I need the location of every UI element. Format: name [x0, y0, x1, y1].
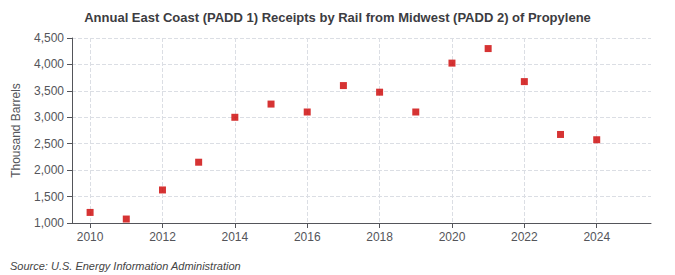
svg-text:3,000: 3,000 — [34, 110, 64, 124]
svg-text:2012: 2012 — [149, 230, 176, 244]
svg-text:3,500: 3,500 — [34, 84, 64, 98]
svg-text:Annual East Coast (PADD 1) Rec: Annual East Coast (PADD 1) Receipts by R… — [84, 10, 591, 25]
svg-text:1,000: 1,000 — [34, 216, 64, 230]
svg-text:2020: 2020 — [439, 230, 466, 244]
svg-text:2018: 2018 — [366, 230, 393, 244]
svg-text:Source: U.S. Energy Informatio: Source: U.S. Energy Information Administ… — [10, 260, 241, 272]
svg-text:4,000: 4,000 — [34, 57, 64, 71]
svg-text:4,500: 4,500 — [34, 31, 64, 45]
svg-text:2,500: 2,500 — [34, 137, 64, 151]
svg-text:2010: 2010 — [77, 230, 104, 244]
svg-text:1,500: 1,500 — [34, 190, 64, 204]
svg-text:2022: 2022 — [511, 230, 538, 244]
svg-text:2024: 2024 — [583, 230, 610, 244]
svg-text:2,000: 2,000 — [34, 163, 64, 177]
svg-text:2014: 2014 — [221, 230, 248, 244]
svg-text:2016: 2016 — [294, 230, 321, 244]
svg-text:Thousand Barrels: Thousand Barrels — [9, 83, 23, 178]
